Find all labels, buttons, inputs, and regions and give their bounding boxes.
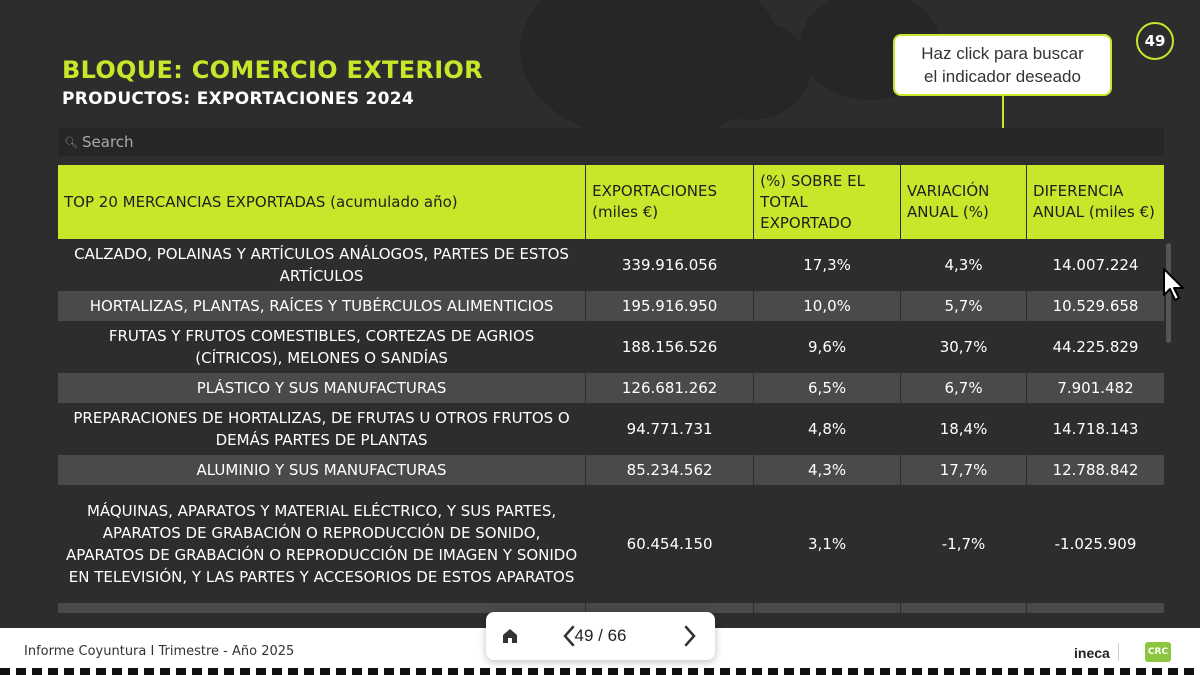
cell-variation: 4,3%	[900, 239, 1028, 291]
cell-exports: 188.156.526	[585, 321, 755, 373]
table-scrollbar[interactable]	[1166, 243, 1171, 343]
cell-share: 4,3%	[753, 455, 902, 485]
cell-product: ALUMINIO Y SUS MANUFACTURAS	[58, 455, 587, 485]
footer-report-title: Informe Coyuntura I Trimestre - Año 2025	[24, 644, 295, 659]
search-bar: 🔍︎	[58, 128, 1164, 156]
cell-difference: 7.901.482	[1026, 373, 1165, 403]
table-row: PREPARACIONES DE HORTALIZAS, DE FRUTAS U…	[58, 403, 1165, 455]
cell-share: 6,5%	[753, 373, 902, 403]
chevron-right-icon[interactable]	[683, 625, 697, 647]
search-input[interactable]	[82, 133, 982, 151]
cell-variation: 30,7%	[900, 321, 1028, 373]
home-icon[interactable]	[500, 626, 520, 646]
table-row: MÁQUINAS, APARATOS Y MATERIAL ELÉCTRICO,…	[58, 485, 1165, 603]
cell-difference: 14.007.224	[1026, 239, 1165, 291]
cell-exports: 94.771.731	[585, 403, 755, 455]
header-difference[interactable]: DIFERENCIA ANUAL (miles €)	[1026, 165, 1165, 239]
cell-share: 17,3%	[753, 239, 902, 291]
table-row-partial	[58, 603, 1165, 613]
cell-exports: 195.916.950	[585, 291, 755, 321]
cell-share: 10,0%	[753, 291, 902, 321]
header-variation[interactable]: VARIACIÓN ANUAL (%)	[900, 165, 1028, 239]
cell-variation: 6,7%	[900, 373, 1028, 403]
tooltip-connector	[1002, 96, 1004, 138]
header-products[interactable]: TOP 20 MERCANCIAS EXPORTADAS (acumulado …	[58, 165, 587, 239]
cell-share: 9,6%	[753, 321, 902, 373]
table-row: HORTALIZAS, PLANTAS, RAÍCES Y TUBÉRCULOS…	[58, 291, 1165, 321]
cell-share: 4,8%	[753, 403, 902, 455]
cell-share: 3,1%	[753, 485, 902, 603]
cell-exports: 339.916.056	[585, 239, 755, 291]
chevron-left-icon[interactable]	[562, 625, 576, 647]
mouse-cursor-icon	[1163, 268, 1184, 301]
ineca-logo-subtext	[1118, 643, 1142, 661]
exports-table: TOP 20 MERCANCIAS EXPORTADAS (acumulado …	[58, 165, 1165, 613]
cell-product: MÁQUINAS, APARATOS Y MATERIAL ELÉCTRICO,…	[58, 485, 587, 603]
table-row: FRUTAS Y FRUTOS COMESTIBLES, CORTEZAS DE…	[58, 321, 1165, 373]
tooltip-line-2: el indicador deseado	[924, 67, 1081, 86]
slide-navigation: 49 / 66	[486, 612, 715, 660]
search-icon: 🔍︎	[64, 135, 78, 149]
ineca-logo: ineca	[1074, 645, 1110, 661]
cell-difference: 14.718.143	[1026, 403, 1165, 455]
cell-variation: 18,4%	[900, 403, 1028, 455]
cell-exports: 126.681.262	[585, 373, 755, 403]
crc-logo: CRC	[1145, 642, 1171, 662]
cell-product: FRUTAS Y FRUTOS COMESTIBLES, CORTEZAS DE…	[58, 321, 587, 373]
page-title: BLOQUE: COMERCIO EXTERIOR	[62, 56, 483, 84]
header-exports[interactable]: EXPORTACIONES (miles €)	[585, 165, 755, 239]
page-indicator: 49 / 66	[574, 626, 627, 645]
cell-difference: -1.025.909	[1026, 485, 1165, 603]
cell-product: PLÁSTICO Y SUS MANUFACTURAS	[58, 373, 587, 403]
cell-product: CALZADO, POLAINAS Y ARTÍCULOS ANÁLOGOS, …	[58, 239, 587, 291]
cell-variation: -1,7%	[900, 485, 1028, 603]
search-hint-tooltip: Haz click para buscar el indicador desea…	[893, 34, 1112, 96]
cell-difference: 44.225.829	[1026, 321, 1165, 373]
table-row: ALUMINIO Y SUS MANUFACTURAS 85.234.562 4…	[58, 455, 1165, 485]
cell-variation: 5,7%	[900, 291, 1028, 321]
tooltip-line-1: Haz click para buscar	[921, 44, 1084, 63]
page-number-badge: 49	[1136, 22, 1174, 60]
header-share[interactable]: (%) SOBRE EL TOTAL EXPORTADO	[753, 165, 902, 239]
table-header-row: TOP 20 MERCANCIAS EXPORTADAS (acumulado …	[58, 165, 1165, 239]
cell-exports: 85.234.562	[585, 455, 755, 485]
page-subtitle: PRODUCTOS: EXPORTACIONES 2024	[62, 89, 415, 109]
cell-difference: 10.529.658	[1026, 291, 1165, 321]
background-shape	[690, 20, 810, 120]
cell-product: PREPARACIONES DE HORTALIZAS, DE FRUTAS U…	[58, 403, 587, 455]
table-row: PLÁSTICO Y SUS MANUFACTURAS 126.681.262 …	[58, 373, 1165, 403]
footer-stripe	[0, 668, 1200, 675]
cell-exports: 60.454.150	[585, 485, 755, 603]
cell-difference: 12.788.842	[1026, 455, 1165, 485]
cell-variation: 17,7%	[900, 455, 1028, 485]
cell-product: HORTALIZAS, PLANTAS, RAÍCES Y TUBÉRCULOS…	[58, 291, 587, 321]
table-row: CALZADO, POLAINAS Y ARTÍCULOS ANÁLOGOS, …	[58, 239, 1165, 291]
